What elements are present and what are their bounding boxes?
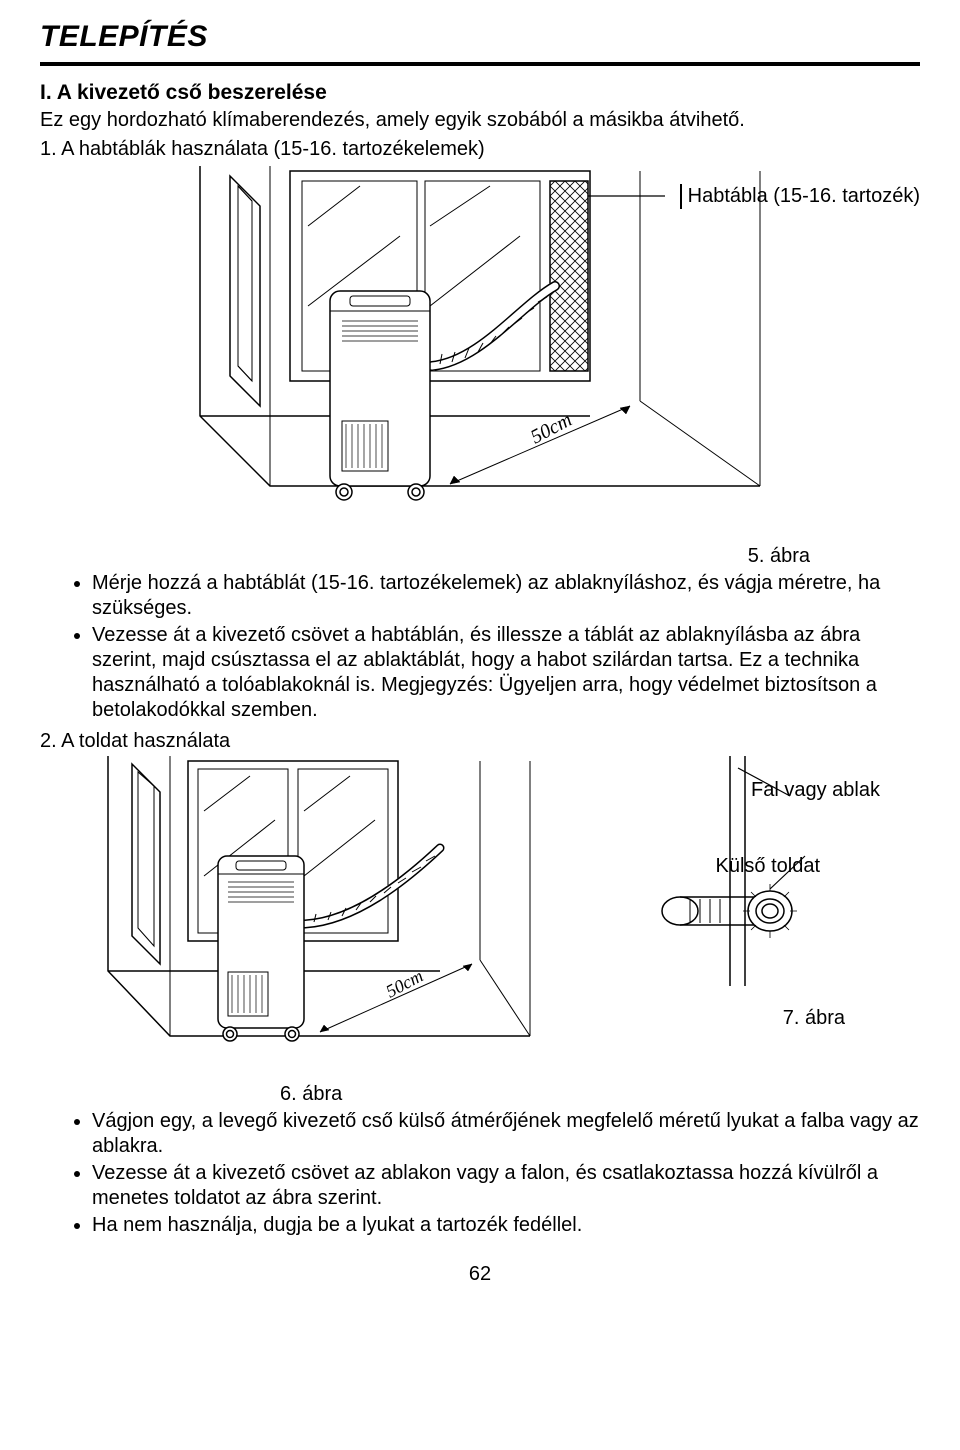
fig7-caption: 7. ábra bbox=[783, 1006, 845, 1031]
figure-5-area: Habtábla (15-16. tartozék) bbox=[40, 166, 920, 536]
page-number: 62 bbox=[40, 1262, 920, 1287]
sub-1: 1. A habtáblák használata (15-16. tartoz… bbox=[40, 137, 920, 162]
figure-6-7-area: 50cm Fal vagy ablak Külső toldat 7. ábra bbox=[40, 756, 920, 1086]
section-1-intro: Ez egy hordozható klímaberendezés, amely… bbox=[40, 108, 920, 133]
sub-2: 2. A toldat használata bbox=[40, 729, 920, 754]
section-1-head: I. A kivezető cső beszerelése bbox=[40, 80, 920, 106]
bullets-fig67: Vágjon egy, a levegő kivezető cső külső … bbox=[40, 1109, 920, 1238]
fig5-caption: 5. ábra bbox=[40, 544, 920, 569]
fig7-wall-label: Fal vagy ablak bbox=[751, 778, 880, 803]
distance-label-1: 50cm bbox=[527, 408, 576, 448]
fig7-ext-label: Külső toldat bbox=[715, 854, 820, 879]
page-title: TELEPÍTÉS bbox=[40, 18, 920, 66]
figure-6-illustration: 50cm bbox=[100, 756, 540, 1076]
bullet-67-2: Vezesse át a kivezető csövet az ablakon … bbox=[92, 1161, 920, 1211]
figure-5-illustration: 50cm bbox=[190, 166, 820, 536]
bullets-fig5: Mérje hozzá a habtáblát (15-16. tartozék… bbox=[40, 571, 920, 723]
bullet-67-1: Vágjon egy, a levegő kivezető cső külső … bbox=[92, 1109, 920, 1159]
bullet-5-1: Mérje hozzá a habtáblát (15-16. tartozék… bbox=[92, 571, 920, 621]
bullet-5-2: Vezesse át a kivezető csövet a habtáblán… bbox=[92, 623, 920, 723]
bullet-67-3: Ha nem használja, dugja be a lyukat a ta… bbox=[92, 1213, 920, 1238]
